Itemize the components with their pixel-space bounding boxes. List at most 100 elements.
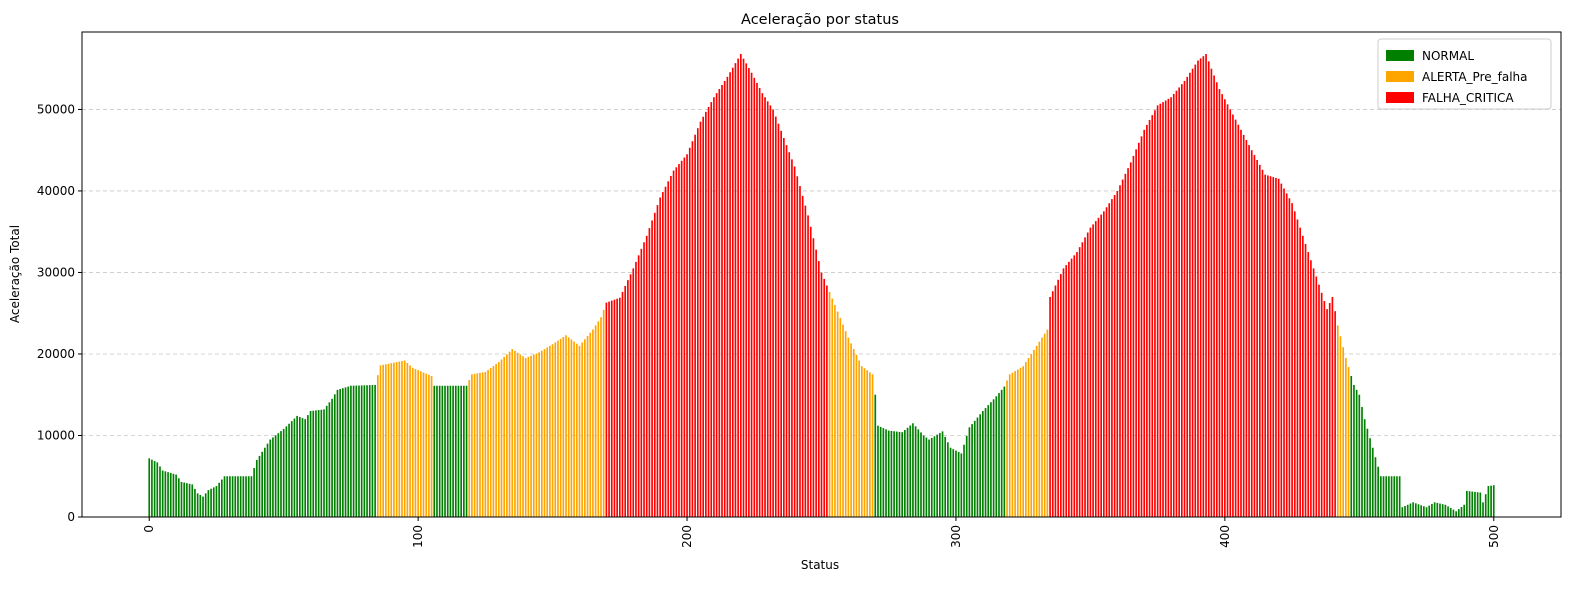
bar	[1280, 183, 1283, 518]
y-axis-ticks: 0 10000 20000 30000 40000 50000	[37, 102, 82, 524]
bar	[535, 353, 538, 517]
bar	[621, 291, 624, 517]
bar	[221, 479, 223, 517]
bar	[1186, 76, 1189, 517]
bar	[739, 54, 742, 517]
bar	[1310, 260, 1312, 517]
bar	[917, 429, 920, 517]
bar	[1140, 136, 1143, 517]
bar	[809, 226, 812, 517]
bar	[312, 410, 315, 517]
bar	[696, 128, 699, 517]
bar	[1388, 476, 1390, 517]
bar	[1127, 168, 1129, 517]
bar	[575, 343, 578, 517]
bar	[734, 63, 737, 517]
bar	[807, 215, 809, 517]
bar	[898, 431, 901, 517]
bar	[320, 409, 323, 517]
legend-swatch	[1386, 92, 1414, 103]
bar	[554, 342, 557, 517]
bar	[871, 374, 874, 517]
bar	[1240, 129, 1242, 517]
bar	[640, 248, 643, 517]
bar	[218, 482, 220, 517]
bar	[756, 82, 758, 517]
bar	[551, 344, 554, 517]
bar	[465, 385, 468, 517]
bar	[1436, 502, 1439, 517]
bar	[1479, 492, 1482, 517]
bar	[1038, 341, 1041, 517]
bar	[589, 332, 592, 517]
bar	[567, 337, 570, 517]
bar	[662, 192, 664, 517]
bar	[820, 272, 823, 517]
bar	[1471, 491, 1474, 517]
bar	[1487, 486, 1490, 517]
bar	[1283, 188, 1285, 517]
bar	[1326, 309, 1328, 517]
bar	[1111, 199, 1113, 517]
bar	[492, 366, 495, 517]
bar	[713, 97, 715, 518]
bar	[274, 435, 277, 517]
bar	[815, 249, 817, 517]
y-tick-label: 0	[67, 510, 75, 524]
bar	[1420, 505, 1422, 517]
bar	[1057, 279, 1059, 517]
bar	[979, 414, 981, 517]
bar	[210, 488, 212, 517]
bar	[1116, 190, 1119, 517]
bar	[226, 476, 229, 517]
legend-label: FALHA_CRITICA	[1422, 91, 1514, 105]
bar	[428, 374, 430, 517]
bar	[1455, 511, 1457, 517]
bar	[812, 238, 815, 518]
bar	[861, 366, 863, 517]
bar	[1232, 114, 1234, 517]
bar	[1277, 178, 1280, 517]
bar	[788, 152, 791, 518]
bar	[594, 325, 597, 517]
bar	[347, 386, 350, 517]
bar	[799, 186, 801, 517]
bar	[987, 405, 990, 517]
bar	[656, 205, 659, 517]
bar	[153, 461, 156, 517]
bar	[1224, 99, 1226, 517]
bar	[282, 428, 285, 517]
bar	[156, 462, 159, 517]
bar	[1371, 447, 1374, 517]
bar	[581, 342, 584, 517]
bar	[1081, 242, 1084, 518]
bar	[497, 362, 500, 517]
bar	[602, 309, 605, 517]
bar	[885, 429, 887, 517]
bar	[1151, 115, 1154, 517]
bar	[869, 372, 871, 517]
bar	[371, 385, 374, 517]
bar	[691, 141, 694, 518]
bar	[949, 447, 952, 517]
bar	[514, 350, 516, 517]
bar	[998, 393, 1000, 517]
bar	[726, 76, 729, 517]
bar	[971, 424, 973, 517]
bar	[1137, 142, 1140, 518]
bar	[1035, 345, 1038, 517]
bar	[1267, 175, 1269, 517]
bar	[1189, 72, 1191, 517]
bar	[417, 370, 419, 517]
bar	[1409, 503, 1412, 517]
bar	[960, 453, 963, 517]
bar	[199, 494, 202, 517]
legend-swatch	[1386, 71, 1414, 82]
bar	[906, 427, 909, 517]
bar	[1014, 371, 1016, 517]
bar	[1207, 61, 1210, 518]
bar	[1119, 185, 1121, 518]
bar	[1089, 227, 1092, 517]
bar	[401, 361, 403, 517]
bar	[398, 361, 401, 517]
